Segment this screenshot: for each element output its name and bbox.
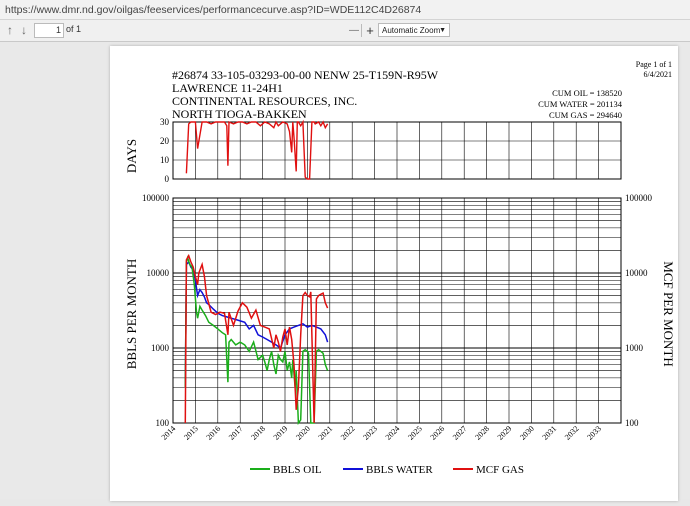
days-chart: 30 20 10 0 [160, 117, 622, 184]
oil-series-line [184, 255, 329, 426]
year-tick-label: 2024 [384, 424, 402, 442]
page-number-input[interactable]: 1 [34, 23, 64, 38]
year-tick-label: 2030 [518, 424, 536, 442]
year-tick-label: 2017 [227, 424, 245, 442]
days-tick-label: 30 [160, 117, 170, 127]
year-tick-label: 2025 [406, 424, 424, 442]
left-log-tick-label: 100 [156, 418, 170, 428]
zoom-out-button[interactable]: — [349, 25, 359, 36]
days-tick-label: 20 [160, 136, 170, 146]
chevron-down-icon: ▼ [439, 27, 446, 34]
performance-curve-report: #26874 33-105-03293-00-00 NENW 25-T159N-… [124, 60, 676, 476]
production-chart: 100000 100000 10000 10000 1000 1000 100 100 [142, 193, 653, 428]
left-log-tick-label: 100000 [142, 193, 170, 203]
toolbar-divider [361, 24, 362, 37]
page-total-label: of 1 [66, 24, 82, 34]
year-tick-label: 2019 [272, 424, 290, 442]
right-log-tick-label: 10000 [625, 268, 648, 278]
right-log-tick-label: 1000 [625, 343, 644, 353]
report-header-line2: LAWRENCE 11-24H1 [172, 81, 283, 95]
legend-gas-label: MCF GAS [476, 464, 524, 476]
days-tick-label: 10 [160, 155, 170, 165]
pdf-page: #26874 33-105-03293-00-00 NENW 25-T159N-… [110, 46, 678, 501]
legend-water-label: BBLS WATER [366, 464, 433, 476]
pdf-toolbar: ↑ ↓ 1 of 1 — + Automatic Zoom ▼ [0, 20, 690, 42]
legend: BBLS OIL BBLS WATER MCF GAS [250, 464, 524, 476]
year-tick-label: 2020 [294, 424, 312, 442]
next-page-icon[interactable]: ↓ [21, 23, 27, 37]
year-tick-label: 2021 [317, 424, 335, 442]
report-header-line1: #26874 33-105-03293-00-00 NENW 25-T159N-… [172, 68, 439, 82]
year-tick-label: 2015 [182, 424, 200, 442]
year-tick-label: 2026 [429, 424, 447, 442]
year-tick-label: 2028 [473, 424, 491, 442]
year-tick-label: 2027 [451, 424, 469, 442]
left-log-tick-label: 1000 [151, 343, 170, 353]
right-log-tick-label: 100 [625, 418, 639, 428]
address-bar[interactable]: https://www.dmr.nd.gov/oilgas/feeservice… [0, 0, 690, 20]
zoom-in-button[interactable]: + [366, 23, 374, 38]
cum-water: CUM WATER = 201134 [538, 99, 623, 109]
previous-page-icon[interactable]: ↑ [7, 23, 13, 37]
year-tick-label: 2018 [249, 424, 267, 442]
cum-oil: CUM OIL = 138520 [552, 88, 622, 98]
days-tick-label: 0 [165, 174, 170, 184]
right-axis-label: MCF PER MONTH [661, 261, 676, 366]
page-label: Page 1 of 1 [636, 60, 672, 69]
year-tick-label: 2031 [541, 424, 559, 442]
year-axis-labels: 2014 2015 2016 2017 2018 2019 2020 2021 2022 2023… [160, 424, 603, 442]
report-date: 6/4/2021 [644, 70, 672, 79]
legend-oil-label: BBLS OIL [273, 464, 322, 476]
year-tick-label: 2032 [563, 424, 581, 442]
right-log-tick-label: 100000 [625, 193, 653, 203]
zoom-select[interactable]: Automatic Zoom ▼ [378, 23, 450, 37]
year-tick-label: 2016 [205, 424, 223, 442]
report-header-line3: CONTINENTAL RESOURCES, INC. [172, 94, 357, 108]
water-series-line [184, 260, 329, 388]
left-axis-label: BBLS PER MONTH [124, 259, 139, 370]
zoom-select-value: Automatic Zoom [382, 26, 441, 35]
year-tick-label: 2033 [585, 424, 603, 442]
gas-series-line [184, 253, 329, 424]
report-header-line4: NORTH TIOGA-BAKKEN [172, 107, 307, 121]
days-series-line [185, 119, 329, 180]
cum-gas: CUM GAS = 294640 [549, 110, 622, 120]
year-tick-label: 2022 [339, 424, 357, 442]
year-tick-label: 2023 [361, 424, 379, 442]
url-text: https://www.dmr.nd.gov/oilgas/feeservice… [5, 4, 422, 16]
year-tick-label: 2029 [496, 424, 514, 442]
left-log-tick-label: 10000 [147, 268, 170, 278]
days-axis-label: DAYS [124, 139, 139, 173]
pdf-viewer[interactable]: #26874 33-105-03293-00-00 NENW 25-T159N-… [0, 42, 690, 501]
